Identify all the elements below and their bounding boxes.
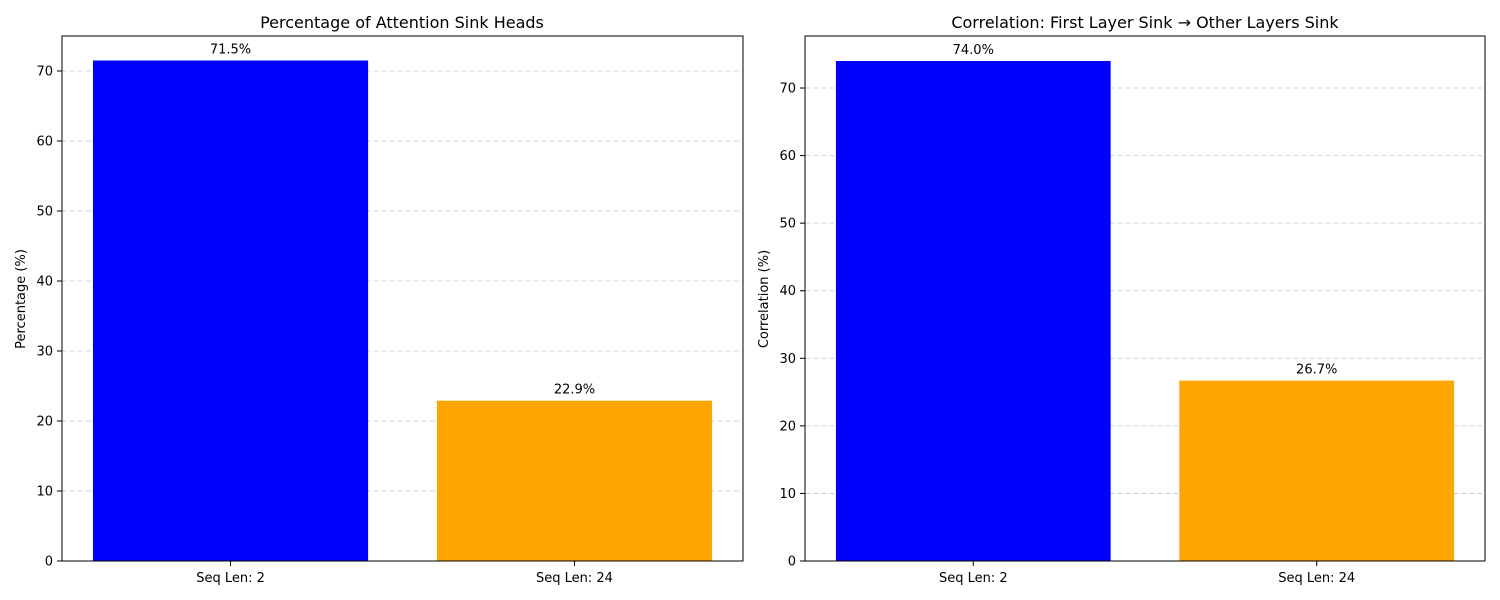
left-ytick-label-60: 60 [36,135,53,150]
left-ytick-label-40: 40 [36,275,53,290]
left-ytick-label-20: 20 [36,415,53,430]
left-ytick-label-0: 0 [45,555,53,570]
right-chart-title: Correlation: First Layer Sink → Other La… [951,13,1339,32]
right-xtick-label-1: Seq Len: 24 [1278,571,1355,586]
right-ytick-label-10: 10 [779,487,796,502]
left-chart-plot-area: 71.5% Seq Len: 2 22.9% Seq Len: 24 0 10 20 30 40… [36,35,744,586]
left-ytick-label-30: 30 [36,345,53,360]
left-bar-value-label-0: 71.5% [210,43,251,58]
right-chart-plot-area: 74.0% Seq Len: 2 26.7% Seq Len: 24 0 10 20 30 40… [779,35,1486,586]
right-ytick-label-30: 30 [779,352,796,367]
left-chart-title: Percentage of Attention Sink Heads [260,13,544,32]
left-axes-frame [61,35,744,562]
right-xtick-label-0: Seq Len: 2 [939,571,1008,586]
left-bar-value-label-1: 22.9% [554,383,595,398]
right-bar-0 [835,61,1111,561]
left-chart: Percentage of Attention Sink Heads Perce… [14,13,744,586]
right-ytick-label-50: 50 [779,217,796,232]
right-ytick-label-60: 60 [779,149,796,164]
right-bar-1 [1179,380,1455,561]
left-ytick-label-50: 50 [36,205,53,220]
left-chart-ylabel: Percentage (%) [14,249,29,349]
left-bar-0 [92,60,369,561]
left-ytick-label-10: 10 [36,485,53,500]
right-ytick-label-70: 70 [779,82,796,97]
left-xtick-label-0: Seq Len: 2 [196,571,265,586]
right-chart-ylabel: Correlation (%) [757,250,772,348]
right-ytick-label-20: 20 [779,419,796,434]
right-bar-value-label-0: 74.0% [953,43,994,58]
right-chart: Correlation: First Layer Sink → Other La… [757,13,1486,586]
right-ytick-label-40: 40 [779,284,796,299]
right-axes-frame [804,35,1486,562]
right-ytick-label-0: 0 [788,555,796,570]
left-bar-1 [436,400,713,561]
left-xtick-label-1: Seq Len: 24 [536,571,613,586]
left-ytick-label-70: 70 [36,65,53,80]
right-bar-value-label-1: 26.7% [1296,363,1337,378]
